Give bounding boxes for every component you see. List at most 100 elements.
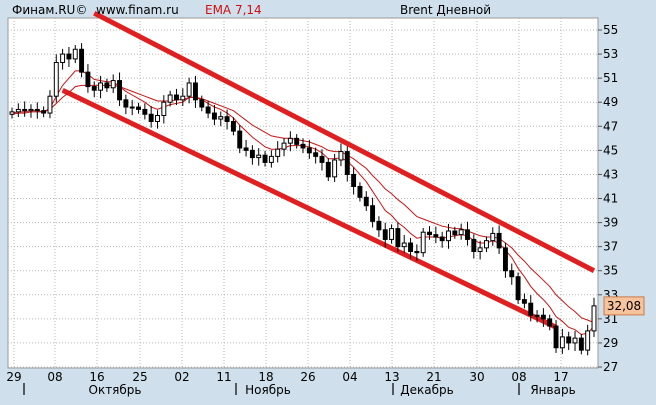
candle-body xyxy=(47,95,53,114)
candle xyxy=(528,295,534,322)
candle-body xyxy=(585,330,591,351)
y-tick-label: 41 xyxy=(603,192,618,206)
candle-body xyxy=(249,149,255,159)
candle-body xyxy=(389,228,395,240)
candle-body xyxy=(275,148,281,157)
candle-body xyxy=(458,229,464,236)
candle xyxy=(566,331,572,351)
candle-body xyxy=(142,108,148,115)
candle-body xyxy=(15,108,21,113)
candle xyxy=(502,242,508,278)
candle-body xyxy=(540,314,546,320)
last-price-label: 32,08 xyxy=(607,299,641,313)
candle xyxy=(91,81,97,98)
candle-body xyxy=(477,247,483,252)
candle-body xyxy=(174,94,179,101)
y-tick-label: 55 xyxy=(603,23,618,37)
candle xyxy=(66,46,72,67)
candle xyxy=(427,226,432,240)
candle-body xyxy=(496,232,502,249)
candle xyxy=(47,90,53,119)
candle xyxy=(471,234,477,259)
candle xyxy=(148,106,154,128)
x-tick-label: 26 xyxy=(300,370,315,384)
candle xyxy=(129,99,135,116)
candle xyxy=(249,145,255,165)
candle xyxy=(319,149,325,171)
last-price-box xyxy=(603,296,645,316)
indicator-label: EMA 7,14 xyxy=(205,3,262,17)
candle xyxy=(553,319,559,353)
candle xyxy=(224,109,230,130)
candle-body xyxy=(230,120,236,132)
candle xyxy=(591,297,597,338)
candle xyxy=(559,328,565,354)
x-tick-label: 02 xyxy=(174,370,189,384)
candle-body xyxy=(129,106,135,109)
candle-body xyxy=(22,108,28,112)
candle xyxy=(509,263,515,285)
candle-body xyxy=(528,302,534,316)
candle-body xyxy=(53,62,59,97)
candle-body xyxy=(465,229,470,240)
candle-body xyxy=(591,305,597,332)
candle xyxy=(483,236,489,253)
y-tick-label: 35 xyxy=(603,264,618,278)
grid xyxy=(8,18,598,368)
x-tick-label: 16 xyxy=(89,370,104,384)
candle xyxy=(534,310,540,323)
x-tick-label: 17 xyxy=(553,370,568,384)
candle xyxy=(281,137,287,157)
candle xyxy=(433,226,439,244)
candle xyxy=(110,74,116,93)
candle-body xyxy=(559,336,565,349)
candle-body xyxy=(268,155,274,163)
y-tick-label: 45 xyxy=(603,143,618,157)
candle-body xyxy=(211,112,217,120)
x-tick-label: 29 xyxy=(6,370,21,384)
candle xyxy=(477,240,483,260)
chart-title: Brent Дневной xyxy=(400,3,491,17)
candle xyxy=(578,333,584,355)
candle-body xyxy=(483,240,489,249)
candle-body xyxy=(566,336,572,344)
candle-body xyxy=(534,314,540,317)
y-tick-label: 39 xyxy=(603,216,618,230)
candle xyxy=(243,139,249,157)
candle xyxy=(325,158,331,182)
candle-body xyxy=(382,229,388,240)
candle xyxy=(572,331,578,351)
candle xyxy=(465,221,470,246)
candle xyxy=(186,77,192,104)
candle xyxy=(344,146,350,182)
candle xyxy=(363,191,369,211)
candle xyxy=(452,226,458,239)
candle xyxy=(338,143,344,167)
candle-body xyxy=(110,80,116,89)
candle-body xyxy=(521,299,527,304)
month-label: Октябрь xyxy=(89,383,142,397)
candles xyxy=(9,43,597,356)
plot-area xyxy=(7,17,599,369)
candle xyxy=(490,227,496,246)
candle-body xyxy=(256,154,262,159)
candle-body xyxy=(180,95,186,101)
candle xyxy=(256,148,262,166)
candle-body xyxy=(155,114,160,122)
channel-lower-line xyxy=(61,87,558,330)
candle xyxy=(268,150,274,168)
candle-body xyxy=(578,337,584,351)
candle xyxy=(262,150,268,167)
candle xyxy=(496,225,502,254)
candle-body xyxy=(572,337,578,344)
candle xyxy=(547,314,553,331)
candle xyxy=(287,131,293,152)
x-tick-label: 08 xyxy=(511,370,526,384)
candle xyxy=(515,272,521,304)
y-tick-label: 49 xyxy=(603,95,618,109)
candle xyxy=(192,75,198,108)
candle-body xyxy=(502,247,508,272)
candle xyxy=(211,104,217,126)
candle-body xyxy=(370,205,376,222)
